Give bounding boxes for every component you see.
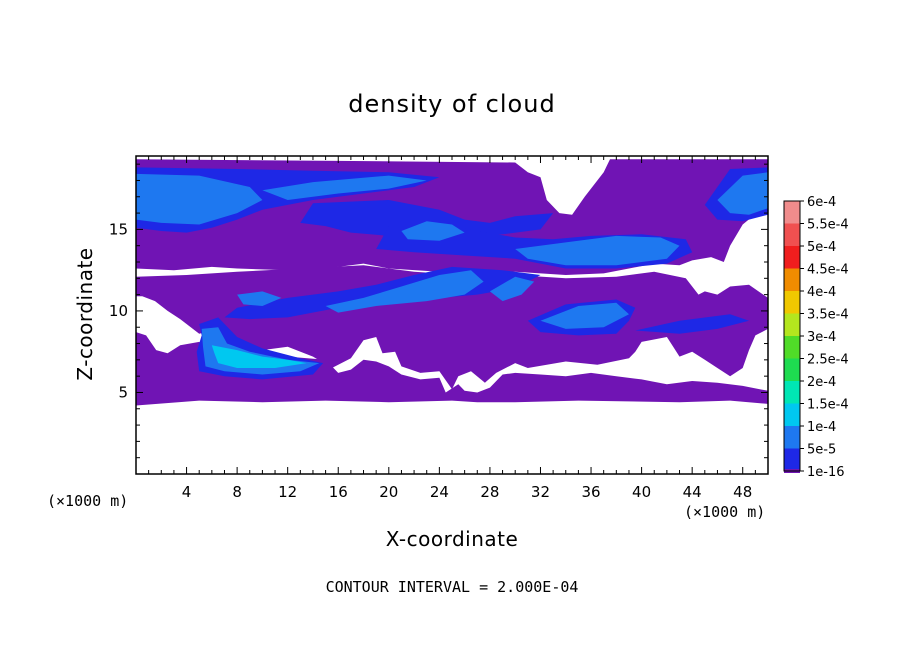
colorbar-tick-label: 2.5e-4 <box>807 353 849 368</box>
contour-region-1 <box>136 265 768 390</box>
colorbar-swatch <box>784 268 800 291</box>
y-axis-ticks: 5 10 15 <box>109 163 768 459</box>
x-tick-label: 48 <box>733 483 752 501</box>
y-tick-label: 15 <box>109 220 128 238</box>
contour-region-20 <box>717 172 768 215</box>
colorbar-tick-label: 2e-4 <box>807 375 836 390</box>
y-axis-unit-label: (×1000 m) <box>47 492 128 510</box>
colorbar-swatch <box>784 448 800 471</box>
colorbar-swatch <box>784 426 800 449</box>
x-axis-label: X-coordinate <box>386 527 519 551</box>
colorbar-tick-label: 3e-4 <box>807 330 836 345</box>
contour-interval-footer: CONTOUR INTERVAL = 2.000E-04 <box>326 578 579 596</box>
x-axis-unit-label: (×1000 m) <box>684 503 765 521</box>
contour-region-11 <box>136 173 263 225</box>
contour-region-15 <box>237 291 282 306</box>
x-axis-ticks: 4 8 12 16 20 24 28 32 36 40 44 48 <box>148 156 756 501</box>
y-axis-label: Z-coordinate <box>73 247 97 380</box>
contour-region-13 <box>401 221 465 241</box>
x-tick-label: 12 <box>278 483 297 501</box>
colorbar-tick-label: 4e-4 <box>807 285 836 300</box>
contour-region-12 <box>262 175 427 200</box>
colorbar-tick-label: 6e-4 <box>807 195 836 210</box>
contour-fill-layer <box>136 159 768 406</box>
contour-region-4 <box>300 200 554 236</box>
colorbar-swatch <box>784 223 800 246</box>
contour-region-2 <box>136 332 768 406</box>
x-tick-label: 8 <box>232 483 242 501</box>
x-tick-label: 40 <box>632 483 651 501</box>
colorbar-tick-label: 5.5e-4 <box>807 218 849 233</box>
contour-region-18 <box>540 302 629 329</box>
colorbar-tick-label: 3.5e-4 <box>807 308 849 323</box>
x-tick-label: 16 <box>329 483 348 501</box>
colorbar-swatch <box>784 381 800 404</box>
colorbar-tick-label: 5e-5 <box>807 443 836 458</box>
colorbar-frame <box>783 200 801 472</box>
contour-region-17 <box>489 276 535 302</box>
x-tick-label: 32 <box>531 483 550 501</box>
y-tick-label: 10 <box>109 302 128 320</box>
colorbar-swatch <box>784 358 800 381</box>
colorbar-swatch <box>784 336 800 359</box>
colorbar-tick-label: 5e-4 <box>807 240 836 255</box>
x-tick-label: 36 <box>581 483 600 501</box>
colorbar-tick-label: 1.5e-4 <box>807 398 849 413</box>
colorbar: 6e-4 5.5e-4 5e-4 4.5e-4 4e-4 3.5e-4 3e-4 2.5e-4… <box>783 195 849 480</box>
contour-region-8 <box>635 314 749 334</box>
colorbar-tick-label: 1e-4 <box>807 420 836 435</box>
colorbar-tick-label: 1e-16 <box>807 465 845 480</box>
x-tick-label: 44 <box>683 483 702 501</box>
y-tick-label: 5 <box>118 383 128 401</box>
x-tick-label: 4 <box>182 483 192 501</box>
colorbar-swatch <box>784 313 800 336</box>
x-tick-label: 28 <box>480 483 499 501</box>
contour-region-21 <box>211 345 307 368</box>
contour-region-14 <box>515 235 680 266</box>
colorbar-swatch <box>784 291 800 314</box>
chart-title: density of cloud <box>348 90 555 118</box>
contour-region-16 <box>325 270 484 313</box>
x-tick-label: 20 <box>379 483 398 501</box>
colorbar-swatch <box>784 201 800 224</box>
colorbar-swatch <box>784 246 800 269</box>
colorbar-tick-label: 4.5e-4 <box>807 263 849 278</box>
colorbar-swatch <box>784 403 800 426</box>
x-tick-label: 24 <box>430 483 449 501</box>
